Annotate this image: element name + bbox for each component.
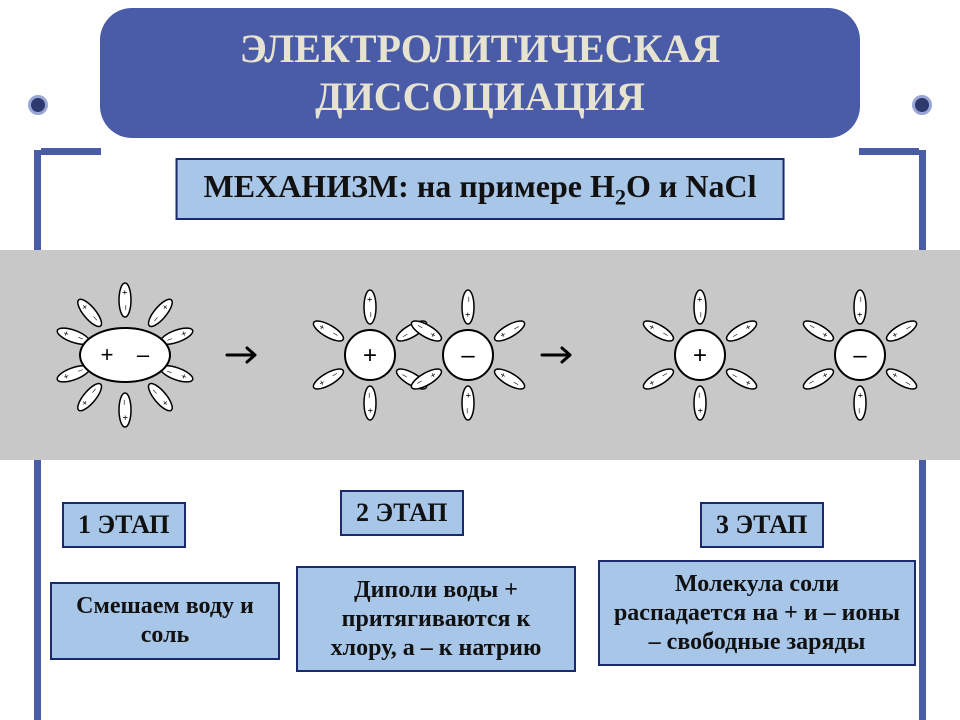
svg-text:+: + bbox=[693, 342, 707, 369]
stage-1-label: 1 ЭТАП bbox=[62, 502, 186, 548]
svg-text:–: – bbox=[695, 312, 705, 317]
stage-3-desc: Молекула соли распадается на + и – ионы … bbox=[598, 560, 916, 666]
svg-text:+: + bbox=[101, 342, 114, 367]
svg-text:–: – bbox=[461, 342, 475, 369]
svg-text:–: – bbox=[120, 400, 130, 405]
svg-text:+: + bbox=[695, 408, 705, 413]
svg-text:+: + bbox=[855, 393, 865, 398]
diagram-strip: –+–+–+–+–+–+–+–+–+–++––+–+–+–+–+–+++–+–+… bbox=[0, 250, 960, 460]
stage-3-label: 3 ЭТАП bbox=[700, 502, 824, 548]
svg-text:+: + bbox=[695, 297, 705, 302]
stage-2-label: 2 ЭТАП bbox=[340, 490, 464, 536]
svg-text:–: – bbox=[463, 297, 473, 302]
frame-hline-right bbox=[859, 148, 919, 155]
svg-text:–: – bbox=[853, 342, 867, 369]
svg-text:–: – bbox=[855, 408, 865, 413]
svg-text:–: – bbox=[120, 305, 130, 310]
svg-text:+: + bbox=[365, 297, 375, 302]
svg-text:–: – bbox=[695, 393, 705, 398]
svg-text:–: – bbox=[463, 408, 473, 413]
stage-2-desc: Диполи воды + притягиваются к хлору, а –… bbox=[296, 566, 576, 672]
svg-text:+: + bbox=[365, 408, 375, 413]
frame-bullet-left bbox=[28, 95, 48, 115]
svg-text:+: + bbox=[363, 342, 377, 369]
svg-text:–: – bbox=[855, 297, 865, 302]
stage-1-desc: Смешаем воду и соль bbox=[50, 582, 280, 660]
frame-hline-left bbox=[41, 148, 101, 155]
frame-bullet-right bbox=[912, 95, 932, 115]
svg-text:–: – bbox=[137, 342, 150, 367]
subtitle-box: МЕХАНИЗМ: на примере Н2О и NaCl bbox=[176, 158, 785, 220]
page-title: ЭЛЕКТРОЛИТИЧЕСКАЯ ДИССОЦИАЦИЯ bbox=[100, 8, 860, 138]
svg-text:+: + bbox=[120, 290, 130, 295]
svg-text:–: – bbox=[365, 312, 375, 317]
svg-text:–: – bbox=[365, 393, 375, 398]
svg-text:+: + bbox=[463, 393, 473, 398]
svg-text:+: + bbox=[855, 312, 865, 317]
svg-text:+: + bbox=[463, 312, 473, 317]
svg-text:+: + bbox=[120, 415, 130, 420]
